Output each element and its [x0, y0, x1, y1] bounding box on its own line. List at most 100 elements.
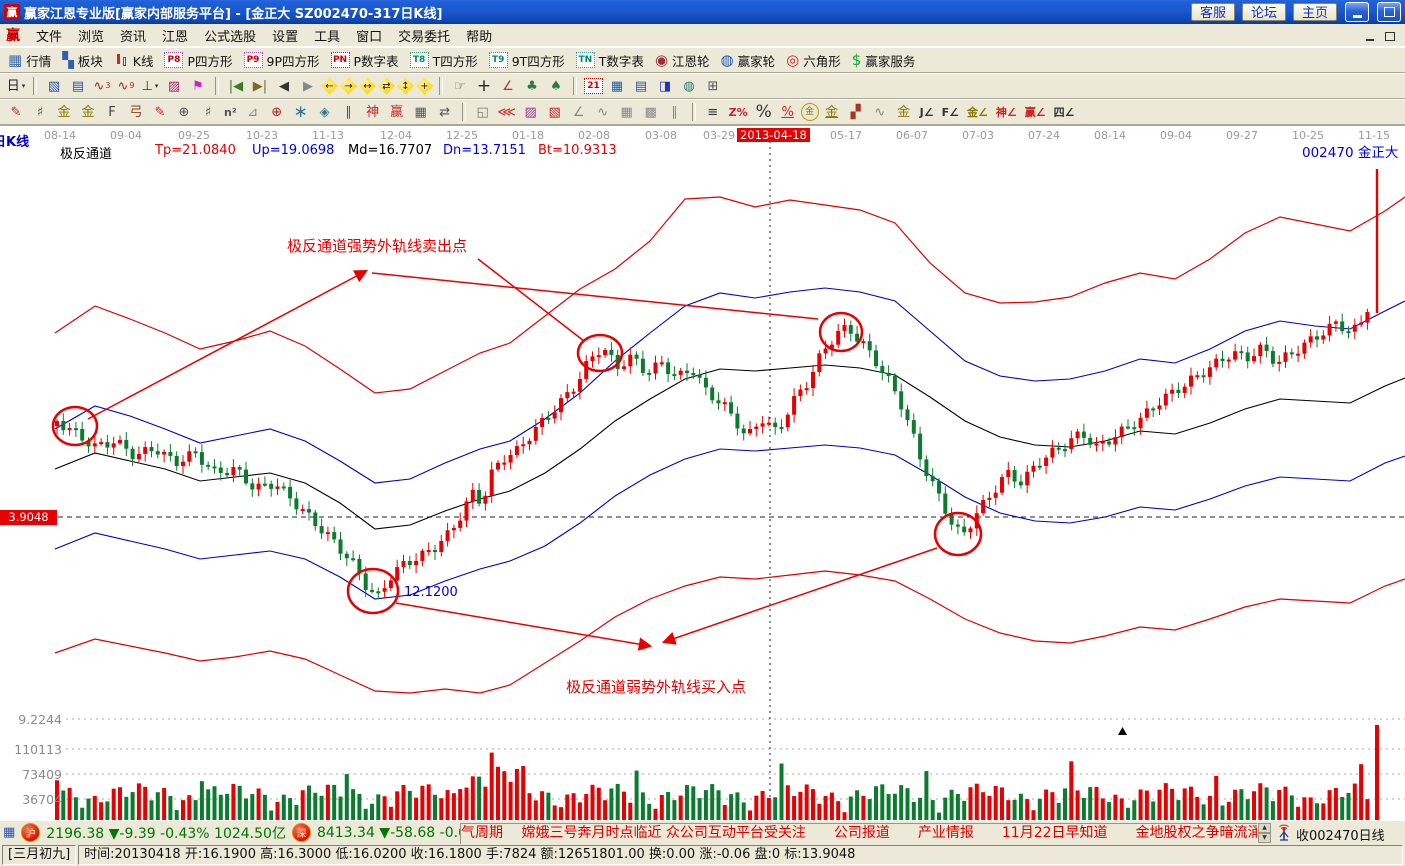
ticker-spinner[interactable]: ▲ ▼: [1258, 823, 1271, 843]
toolbar-tools[interactable]: ⊞: [707, 78, 719, 94]
menu-item[interactable]: 文件: [36, 29, 63, 45]
toolbar-leaf-pattern[interactable]: ♠: [550, 78, 562, 94]
toolbar-circle-cross[interactable]: ⊕: [178, 104, 190, 120]
toolbar-calculator[interactable]: ▦: [610, 78, 624, 94]
minimize-button[interactable]: [1345, 2, 1369, 22]
toolbar-hexagon[interactable]: ◎ 六角形: [782, 50, 848, 71]
toolbar-percent-line[interactable]: %: [781, 104, 794, 120]
spinner-down-icon[interactable]: ▼: [1258, 833, 1271, 843]
toolbar-gold-grid-a[interactable]: 金: [57, 104, 71, 120]
toolbar-crosshair-tool[interactable]: +: [476, 75, 492, 96]
toolbar-percent[interactable]: %: [755, 101, 772, 122]
toolbar-grid-b[interactable]: ▦: [620, 104, 633, 120]
toolbar-box-corner[interactable]: ◱: [476, 104, 489, 120]
toolbar-t9-square[interactable]: T9 9T四方形: [485, 50, 572, 71]
toolbar-period-dropdown[interactable]: 日 ▾: [6, 78, 26, 94]
toolbar-jump-horizontal[interactable]: ↔: [359, 77, 376, 95]
toolbar-grid-diag2[interactable]: ▧: [548, 104, 561, 120]
mdi-minimize-button[interactable]: [1363, 29, 1377, 41]
spinner-up-icon[interactable]: ▲: [1258, 823, 1271, 833]
toolbar-info-panel[interactable]: ▤: [71, 78, 85, 94]
toolbar-t-number-table[interactable]: TN T数字表: [572, 50, 651, 71]
kline-chart-canvas[interactable]: [0, 126, 1405, 820]
toolbar-gold-coin[interactable]: 金: [800, 103, 819, 121]
toolbar-nav-next[interactable]: ▶: [303, 78, 313, 94]
toolbar-gold-grid-b[interactable]: 金: [81, 104, 95, 120]
menu-item[interactable]: 帮助: [466, 29, 493, 45]
toolbar-ying-grid[interactable]: 赢: [390, 104, 404, 120]
toolbar-f-grid[interactable]: F: [108, 104, 116, 120]
toolbar-grid-tool[interactable]: ♯: [36, 104, 44, 120]
toolbar-jump-right[interactable]: →: [340, 77, 357, 95]
toolbar-parallel-b[interactable]: ∥: [671, 104, 678, 120]
toolbar-hash-grid[interactable]: ♯: [204, 104, 212, 120]
toolbar-fan-lines[interactable]: ⋘: [497, 104, 516, 120]
market-grid-icon[interactable]: ▦: [3, 825, 16, 840]
toolbar-ying-angle[interactable]: 赢∠: [1024, 105, 1046, 119]
toolbar-calendar-21[interactable]: 21: [584, 78, 603, 94]
menu-item[interactable]: 窗口: [356, 29, 383, 45]
toolbar-parallel-a[interactable]: ∥: [345, 104, 352, 120]
toolbar-gold-angle[interactable]: 金∠: [967, 105, 988, 119]
toolbar-jump-vertical[interactable]: ↕: [397, 77, 414, 95]
toolbar-grid-123[interactable]: ▦: [414, 104, 427, 120]
toolbar-angle-lines[interactable]: ∠: [572, 104, 585, 120]
menu-item[interactable]: 江恩: [162, 29, 189, 45]
toolbar-t-square[interactable]: T8 T四方形: [406, 50, 485, 71]
news-ticker[interactable]: 气周期 嫦娥三号奔月时点临近 众公司互动平台受关注 公司报道 产业情报 11月2…: [460, 823, 1258, 845]
toolbar-percent-z[interactable]: Z%: [728, 105, 748, 119]
menu-item[interactable]: 工具: [314, 29, 341, 45]
toolbar-nav-last[interactable]: ▶|: [252, 78, 268, 94]
menu-item[interactable]: 资讯: [120, 29, 147, 45]
toolbar-winner-service[interactable]: $ 赢家服务: [848, 50, 923, 71]
toolbar-winner-wheel[interactable]: ◍ 赢家轮: [717, 50, 783, 71]
toolbar-eraser[interactable]: ▨: [167, 78, 181, 94]
toolbar-angle-measure[interactable]: ∠: [502, 78, 514, 94]
toolbar-f-angle[interactable]: F∠: [941, 105, 960, 119]
menu-item[interactable]: 交易委托: [398, 29, 451, 45]
toolbar-n-square[interactable]: n²: [224, 105, 237, 119]
customer-service-button[interactable]: 客服: [1190, 3, 1235, 21]
toolbar-shen-grid[interactable]: 神: [366, 104, 380, 120]
toolbar-levels[interactable]: ≡: [707, 104, 719, 120]
toolbar-shen-angle[interactable]: 神∠: [995, 105, 1017, 119]
toolbar-draw-pen[interactable]: ✎: [10, 104, 22, 120]
toolbar-nav-prev[interactable]: ◀: [279, 78, 289, 94]
toolbar-four-angle[interactable]: 四∠: [1053, 105, 1075, 119]
toolbar-width-arrows[interactable]: ⇄: [439, 104, 451, 120]
menu-item[interactable]: 设置: [272, 29, 299, 45]
toolbar-p-number-table[interactable]: PN P数字表: [327, 50, 406, 71]
toolbar-gann-pattern[interactable]: ♣: [526, 78, 538, 94]
toolbar-zigzag[interactable]: ∿: [597, 104, 609, 120]
toolbar-jump-swap[interactable]: ⇄: [378, 77, 395, 95]
toolbar-wave-3[interactable]: ∿ 3: [93, 78, 111, 94]
toolbar-kline-view[interactable]: K线: [110, 50, 161, 71]
kline-chart-panel[interactable]: 日K线 002470 金正大 08-14 09-04 09-25 10-23 11-13…: [0, 125, 1405, 820]
toolbar-jump-all[interactable]: +: [416, 77, 433, 95]
toolbar-wave-9[interactable]: ∿ 9: [117, 78, 135, 94]
toolbar-pen-red[interactable]: ✎: [154, 104, 166, 120]
toolbar-gold-plain[interactable]: 金: [897, 104, 911, 120]
mdi-restore-button[interactable]: [1383, 29, 1397, 41]
toolbar-save[interactable]: ◨: [658, 78, 672, 94]
homepage-button[interactable]: 主页: [1292, 3, 1337, 21]
toolbar-gold-line[interactable]: 金: [825, 104, 839, 120]
menu-item[interactable]: 浏览: [78, 29, 105, 45]
toolbar-p9-square[interactable]: P9 9P四方形: [240, 50, 327, 71]
toolbar-j-angle[interactable]: J∠: [919, 105, 934, 119]
toolbar-jump-left[interactable]: ←: [321, 77, 338, 95]
forum-button[interactable]: 论坛: [1241, 3, 1286, 21]
toolbar-notebook[interactable]: ▤: [634, 78, 648, 94]
toolbar-gann-wheel[interactable]: ◉ 江恩轮: [651, 50, 717, 71]
toolbar-spiral-tool[interactable]: 弓: [129, 104, 143, 120]
toolbar-star-web[interactable]: ∗: [293, 101, 308, 122]
toolbar-nav-first[interactable]: |◀: [228, 78, 244, 94]
toolbar-p-square[interactable]: P8 P四方形: [160, 50, 239, 71]
toolbar-grid-c[interactable]: ▩: [644, 104, 657, 120]
toolbar-window-style[interactable]: ▧: [47, 78, 61, 94]
restore-button[interactable]: [1377, 2, 1401, 22]
toolbar-angle-a[interactable]: ⊿: [247, 104, 259, 120]
toolbar-marker-dropdown[interactable]: ⊥ ▾: [141, 78, 159, 94]
toolbar-web-grid[interactable]: ◈: [319, 104, 330, 120]
toolbar-draw-flag[interactable]: ⚑: [192, 78, 204, 94]
